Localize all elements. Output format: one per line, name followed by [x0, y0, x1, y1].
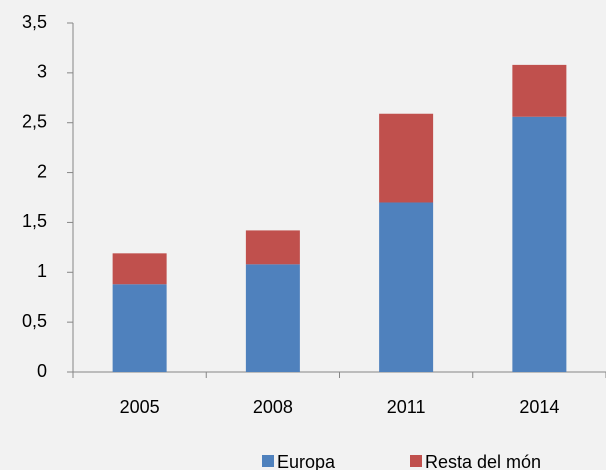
- bar-segment: [379, 113, 434, 203]
- y-tick-label: 0: [37, 361, 47, 381]
- legend-label: Europa: [277, 452, 336, 470]
- x-tick-label: 2005: [120, 397, 160, 417]
- bar-segment: [245, 264, 300, 372]
- legend-label: Resta del món: [425, 452, 541, 470]
- y-tick-label: 2: [37, 161, 47, 181]
- bar-segment: [112, 253, 167, 285]
- legend-swatch: [262, 455, 274, 467]
- x-tick-label: 2014: [519, 397, 559, 417]
- y-tick-label: 1,5: [22, 211, 47, 231]
- bar-segment: [512, 116, 567, 372]
- y-tick-label: 3: [37, 62, 47, 82]
- bar-segment: [112, 284, 167, 372]
- y-tick-label: 2,5: [22, 111, 47, 131]
- bar-segment: [245, 230, 300, 265]
- bar-segment: [379, 202, 434, 372]
- y-tick-label: 3,5: [22, 12, 47, 32]
- x-tick-label: 2008: [253, 397, 293, 417]
- y-tick-label: 1: [37, 261, 47, 281]
- y-tick-label: 0,5: [22, 311, 47, 331]
- x-tick-label: 2011: [387, 397, 426, 417]
- legend-swatch: [410, 455, 422, 467]
- bar-segment: [512, 64, 567, 117]
